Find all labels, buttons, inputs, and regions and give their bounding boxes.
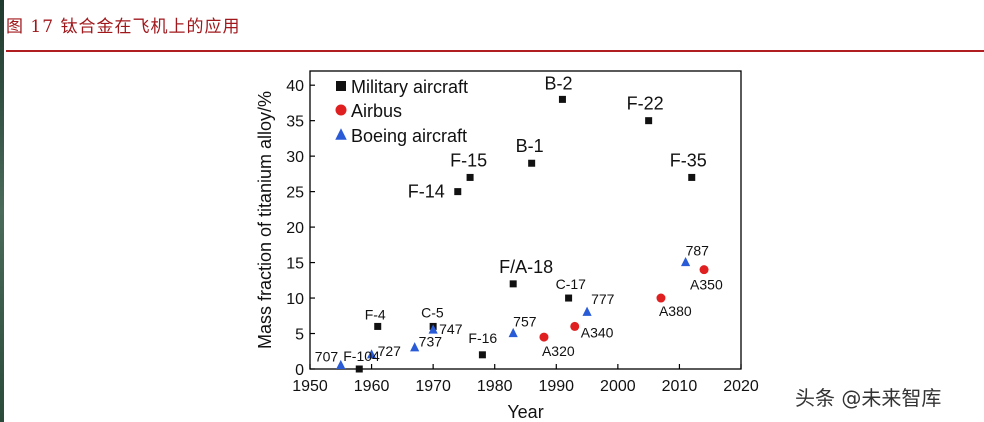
point-c-17: [565, 294, 573, 302]
watermark: 头条 @未来智库: [795, 386, 942, 410]
legend-marker-military: [336, 81, 346, 91]
point-label-c-5: C-5: [421, 304, 444, 320]
point-label-a350: A350: [690, 277, 723, 293]
y-tick-label: 20: [286, 220, 304, 237]
y-axis-label: Mass fraction of titanium alloy/%: [255, 91, 275, 349]
point-f-22: [645, 117, 653, 125]
point-label-f-104: F-104: [343, 348, 380, 364]
caption-divider: [6, 50, 984, 52]
legend-marker-airbus: [335, 104, 347, 116]
point-b-1: [528, 159, 536, 167]
point-label-737: 737: [419, 334, 443, 350]
x-axis-label: Year: [507, 402, 543, 422]
y-tick-label: 30: [286, 149, 304, 166]
x-tick-label: 2020: [723, 378, 759, 395]
plot-frame: [309, 70, 742, 370]
point-a320: [539, 332, 549, 342]
point-label-f-a-18: F/A-18: [499, 257, 553, 277]
point-747: [428, 324, 438, 334]
point-label-f-35: F-35: [670, 150, 707, 170]
point-label-f-14: F-14: [408, 182, 445, 202]
point-label-f-4: F-4: [365, 306, 386, 322]
y-tick-label: 15: [286, 256, 304, 273]
point-label-747: 747: [439, 321, 463, 337]
y-tick-label: 5: [295, 327, 304, 344]
x-tick-label: 1960: [354, 378, 390, 395]
point-a340: [570, 321, 580, 331]
point-label-b-1: B-1: [516, 136, 544, 156]
y-tick-label: 10: [286, 291, 304, 308]
point-label-787: 787: [686, 243, 710, 259]
point-727: [366, 349, 377, 359]
point-label-757: 757: [513, 314, 537, 330]
y-tick-label: 0: [295, 362, 304, 379]
x-tick-label: 1980: [477, 378, 513, 395]
point-f-104: [355, 365, 363, 373]
x-tick-label: 1990: [538, 378, 574, 395]
y-tick-label: 35: [286, 114, 304, 131]
x-tick-label: 1970: [415, 378, 451, 395]
point-757: [508, 327, 518, 338]
point-label-a380: A380: [659, 303, 692, 319]
legend-label-airbus: Airbus: [351, 101, 402, 121]
x-tick-label: 1950: [292, 378, 328, 395]
y-tick-label: 25: [286, 185, 304, 202]
point-label-a320: A320: [542, 343, 575, 359]
point-787: [680, 256, 691, 267]
point-f-35: [688, 173, 696, 181]
point-b-2: [558, 95, 566, 103]
left-edge-strip: [0, 0, 4, 422]
point-label-f-15: F-15: [450, 150, 487, 170]
point-777: [582, 306, 592, 316]
point-label-f-22: F-22: [627, 94, 664, 114]
point-f-15: [466, 173, 474, 181]
legend-marker-boeing: [335, 128, 347, 140]
point-a380: [656, 293, 666, 303]
figure-caption: 图 17 钛合金在飞机上的应用: [6, 17, 241, 37]
point-f-16: [478, 351, 486, 359]
point-label-777: 777: [591, 291, 615, 307]
point-label-a340: A340: [581, 324, 614, 340]
x-tick-label: 2000: [600, 378, 636, 395]
point-label-c-17: C-17: [556, 276, 587, 292]
point-f-4: [374, 322, 382, 330]
point-a350: [699, 265, 709, 275]
legend-label-boeing: Boeing aircraft: [351, 126, 467, 146]
point-label-707: 707: [315, 348, 339, 364]
y-tick-label: 40: [286, 78, 304, 95]
point-label-f-16: F-16: [468, 330, 497, 346]
legend-label-military: Military aircraft: [351, 77, 468, 97]
point-707: [336, 359, 346, 370]
point-label-727: 727: [378, 343, 402, 359]
point-f-a-18: [509, 280, 517, 288]
x-tick-label: 2010: [662, 378, 698, 395]
point-label-b-2: B-2: [544, 73, 572, 93]
point-f-14: [454, 188, 462, 196]
point-737: [410, 342, 420, 352]
